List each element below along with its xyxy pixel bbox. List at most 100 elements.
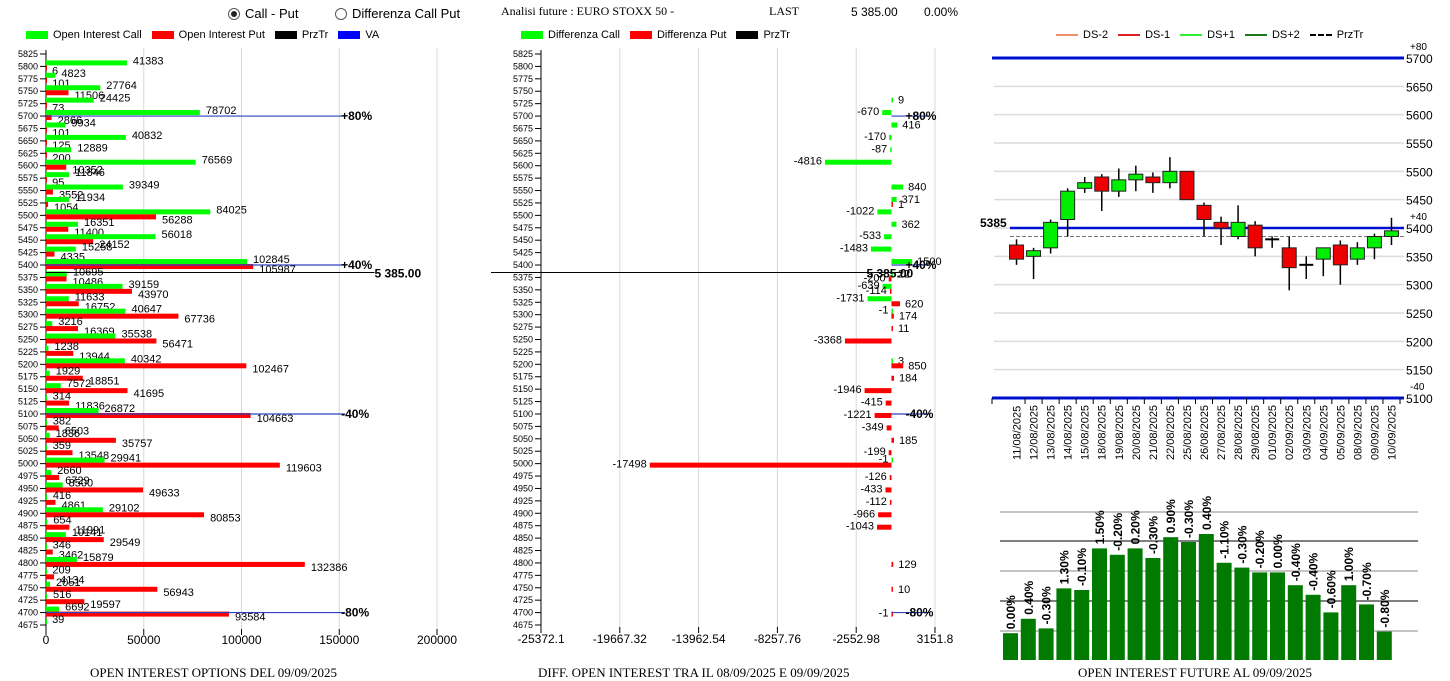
y-tick-label: 5100 — [513, 409, 533, 419]
call-label: 40647 — [131, 304, 162, 316]
diff-put-bar — [889, 475, 892, 481]
call-label: 15879 — [83, 552, 114, 564]
oi-bar — [1341, 585, 1357, 660]
x-tick-label: 28/08/2025 — [1233, 405, 1245, 460]
radio-selected-icon — [228, 7, 240, 20]
diff-put-label: -1946 — [833, 384, 861, 396]
call-label: 40342 — [131, 353, 162, 365]
y-tick-label: 5025 — [513, 446, 533, 456]
diff-put-label: -1221 — [843, 409, 871, 421]
call-bar — [46, 544, 47, 550]
put-bar — [46, 226, 69, 232]
put-bar — [46, 301, 79, 307]
prztr-label: 5 385.00 — [374, 266, 421, 280]
legend-ds+2-label: DS+2 — [1271, 29, 1300, 41]
y-tick-label: 4825 — [513, 546, 533, 556]
diff-put-label: -199 — [864, 446, 886, 458]
call-label: 39 — [52, 614, 64, 626]
va-label: +80% — [341, 109, 372, 123]
diff-put-label: 174 — [899, 311, 917, 323]
oi-bar-label: -0.40% — [1289, 543, 1303, 581]
put-bar — [46, 475, 60, 481]
oi-bar — [1109, 554, 1125, 660]
candle-body — [1332, 244, 1348, 266]
call-bar — [46, 445, 47, 451]
call-bar — [46, 333, 116, 339]
va-label: -40% — [341, 407, 369, 421]
call-bar — [46, 72, 56, 78]
diff-call-label: 22 — [898, 268, 910, 280]
legend-diff-call: Differenza Call — [521, 29, 620, 41]
diff-call-label: -1 — [879, 305, 889, 317]
y-tick-label: 5300 — [1406, 279, 1433, 293]
radio-differenza[interactable]: Differenza Call Put — [335, 6, 460, 21]
put-bar — [46, 115, 52, 121]
radio-call-put-label: Call - Put — [245, 6, 299, 21]
candle-body — [1009, 244, 1025, 260]
diff-call-bar — [889, 134, 892, 140]
diff-call-bar — [891, 122, 898, 128]
call-bar — [46, 308, 126, 314]
y-tick-label: 5075 — [513, 421, 533, 431]
va-upper-label: +80 — [1410, 42, 1427, 53]
put-bar — [46, 499, 56, 505]
call-bar — [46, 283, 123, 289]
y-tick-label: 5275 — [18, 322, 38, 332]
oi-bar-label: 0.40% — [1200, 496, 1214, 530]
put-bar — [46, 326, 79, 332]
y-tick-label: 5100 — [18, 409, 38, 419]
y-tick-label: 5500 — [513, 210, 533, 220]
legend-ds-1: DS-1 — [1118, 29, 1170, 41]
diff-call-bar — [891, 184, 904, 190]
y-tick-label: 5825 — [513, 49, 533, 59]
legend-prztr-label: PrzTr — [301, 29, 329, 41]
y-tick-label: 4750 — [513, 583, 533, 593]
put-bar — [46, 586, 158, 592]
call-label: 516 — [53, 589, 71, 601]
y-tick-label: 4725 — [513, 595, 533, 605]
oi-bar — [1252, 572, 1268, 660]
call-bar — [46, 296, 69, 302]
y-tick-label: 5000 — [513, 459, 533, 469]
oi-bar — [1323, 612, 1339, 660]
diff-put-label: -349 — [862, 421, 884, 433]
va-mid-label: +40 — [1410, 212, 1427, 223]
call-bar — [46, 494, 47, 500]
y-tick-label: 5425 — [513, 248, 533, 258]
x-tick-label: 14/08/2025 — [1063, 405, 1075, 460]
call-bar — [46, 519, 48, 525]
call-label: 76569 — [202, 155, 233, 167]
candle-body — [1043, 221, 1059, 249]
put-bar — [46, 437, 116, 443]
put-bar — [46, 288, 132, 294]
put-label: 67736 — [184, 314, 215, 326]
put-bar — [46, 375, 83, 381]
candle-body — [1111, 179, 1127, 192]
call-bar — [46, 147, 72, 153]
x-tick-label: 27/08/2025 — [1216, 405, 1228, 460]
oi-bar-label: -0.10% — [1075, 548, 1089, 586]
oi-bar — [1003, 633, 1018, 660]
y-tick-label: 4850 — [18, 533, 38, 543]
call-bar — [46, 246, 76, 252]
y-tick-label: 5775 — [513, 74, 533, 84]
y-tick-label: 5525 — [18, 198, 38, 208]
legend-diff-call-label: Differenza Call — [548, 29, 620, 41]
y-tick-label: 5175 — [513, 372, 533, 382]
y-tick-label: 5700 — [18, 111, 38, 121]
radio-call-put[interactable]: Call - Put — [228, 6, 298, 21]
y-tick-label: 4975 — [18, 471, 38, 481]
diff-call-label: 840 — [908, 182, 926, 194]
x-tick-label: 04/09/2025 — [1318, 405, 1330, 460]
y-tick-label: 4875 — [18, 521, 38, 531]
call-bar — [46, 97, 94, 103]
diff-put-label: -200 — [864, 272, 886, 284]
diff-call-bar — [891, 259, 913, 265]
put-label: 4134 — [60, 574, 84, 586]
put-bar — [46, 537, 104, 543]
candle-body — [1383, 230, 1399, 237]
diff-call-label: -670 — [857, 106, 879, 118]
x-tick-label: 02/09/2025 — [1284, 405, 1296, 460]
va-label: +40% — [905, 258, 936, 272]
y-tick-label: 5375 — [513, 272, 533, 282]
